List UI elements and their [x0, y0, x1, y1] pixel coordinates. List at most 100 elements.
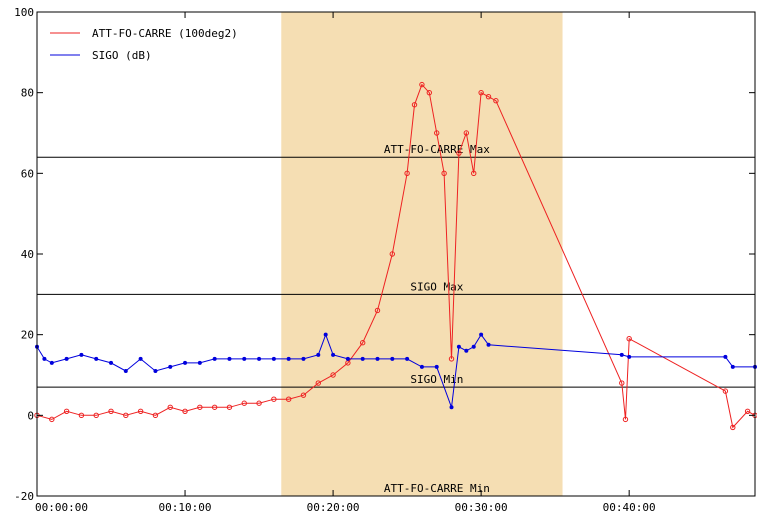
series-0-point	[271, 396, 277, 402]
series-0-point	[419, 81, 425, 88]
series-1-point	[153, 368, 158, 373]
series-0-point	[167, 404, 173, 410]
series-0-point	[389, 251, 395, 257]
series-1-point	[138, 356, 143, 361]
series-0-point	[485, 94, 492, 100]
legend-label-sigo: SIGO (dB)	[92, 49, 152, 62]
series-1-point	[168, 364, 173, 369]
series-0-point	[626, 336, 632, 342]
y-tick-label: 100	[14, 6, 34, 19]
series-0-point	[730, 424, 736, 431]
series-0-point	[152, 412, 159, 419]
series-1-point	[64, 356, 69, 361]
series-1-point	[723, 354, 728, 359]
series-0-point	[108, 408, 114, 414]
series-0-point	[744, 408, 751, 414]
series-0-point	[411, 102, 418, 108]
series-0-point	[78, 412, 85, 419]
series-0	[34, 81, 757, 431]
series-0-point	[426, 89, 433, 96]
series-1-point	[360, 356, 365, 361]
series-1-point	[227, 356, 232, 361]
series-0-point	[137, 408, 144, 414]
series-1-point	[730, 364, 735, 369]
series-1-point	[434, 364, 439, 369]
series-0-point	[330, 372, 336, 378]
series-1-point	[419, 364, 424, 369]
reference-lines: ATT-FO-CARRE Max SIGO Max SIGO Min ATT-FO-C…	[37, 143, 755, 495]
x-tick-label: 00:40:00	[603, 501, 656, 514]
series-1-point	[331, 352, 336, 357]
series-1-point	[345, 356, 350, 361]
series-0-point	[93, 412, 99, 419]
x-tick-label: 00:20:00	[307, 501, 360, 514]
ref-label-3: ATT-FO-CARRE Min	[384, 482, 490, 495]
series-1-point	[486, 342, 491, 347]
series-1-point	[42, 356, 47, 361]
series-0-point	[123, 412, 129, 419]
series-0-point	[285, 396, 292, 402]
axes: -20 0 20 40 60 80 100 00:00:00 00:10:00 00:20:00 0…	[14, 6, 755, 514]
series-line-0	[36, 83, 756, 429]
series-0-point	[197, 404, 203, 410]
series-1	[35, 332, 757, 410]
series-1-point	[619, 352, 624, 357]
series-1-point	[212, 356, 217, 361]
series-0-point	[448, 356, 455, 362]
series-0-point	[456, 150, 462, 156]
ref-label-1: SIGO Max	[410, 280, 463, 293]
series-0-point	[315, 380, 321, 386]
series-0-point	[374, 307, 381, 314]
series-1-point	[94, 356, 99, 361]
y-tick-label: 40	[21, 248, 34, 261]
y-tick-label: -20	[14, 490, 34, 503]
series-0-point	[359, 340, 366, 346]
series-1-point	[316, 352, 321, 357]
series-1-point	[464, 348, 469, 353]
x-tick-label: 00:10:00	[159, 501, 212, 514]
series-1-point	[471, 344, 476, 349]
series-1-point	[323, 332, 328, 337]
series-1-point	[197, 360, 202, 365]
series-0-point	[241, 400, 247, 406]
series-0-point	[256, 400, 262, 406]
series-0-point	[226, 404, 233, 410]
y-tick-label: 0	[27, 409, 34, 422]
series-1-point	[390, 356, 395, 361]
highlight-band	[281, 12, 563, 496]
series-1-point	[183, 360, 188, 365]
x-tick-label: 00:00:00	[35, 501, 88, 514]
series-0-point	[471, 170, 477, 177]
series-0-point	[619, 380, 625, 386]
y-tick-label: 20	[21, 329, 34, 342]
series-1-point	[375, 356, 380, 361]
series-0-point	[493, 98, 499, 104]
series-0-point	[63, 408, 70, 414]
legend-label-att: ATT-FO-CARRE (100deg2)	[92, 27, 238, 40]
ref-label-2: SIGO Min	[410, 373, 463, 386]
series-0-point	[441, 170, 447, 177]
series-layer	[34, 81, 757, 431]
series-1-point	[271, 356, 276, 361]
series-1-point	[479, 332, 484, 337]
legend: ATT-FO-CARRE (100deg2) SIGO (dB)	[50, 27, 238, 62]
y-tick-label: 60	[21, 167, 34, 180]
series-0-point	[463, 130, 470, 136]
series-0-point	[300, 392, 307, 398]
series-0-point	[404, 170, 410, 177]
series-1-point	[242, 356, 247, 361]
series-1-point	[456, 344, 461, 349]
series-1-point	[286, 356, 291, 361]
y-tick-label: 80	[21, 87, 34, 100]
series-0-point	[478, 89, 484, 96]
series-1-point	[405, 356, 410, 361]
series-1-point	[123, 368, 128, 373]
series-0-point	[49, 416, 55, 423]
series-1-point	[627, 354, 632, 359]
series-0-point	[722, 388, 729, 394]
series-0-point	[182, 408, 188, 414]
ref-label-0: ATT-FO-CARRE Max	[384, 143, 490, 156]
series-0-point	[211, 404, 218, 410]
series-0-point	[434, 130, 440, 136]
